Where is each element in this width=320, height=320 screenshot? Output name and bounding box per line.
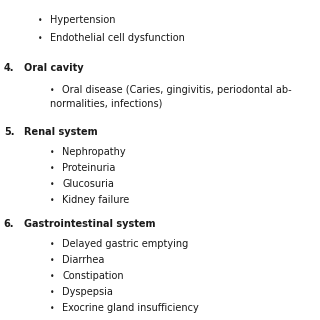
Text: Nephropathy: Nephropathy [62, 147, 126, 157]
Text: Exocrine gland insufficiency: Exocrine gland insufficiency [62, 303, 199, 313]
Text: Diarrhea: Diarrhea [62, 255, 105, 265]
Text: •: • [50, 304, 54, 313]
Text: •: • [38, 34, 42, 43]
Text: •: • [38, 16, 42, 25]
Text: Glucosuria: Glucosuria [62, 179, 114, 189]
Text: •: • [50, 164, 54, 173]
Text: Constipation: Constipation [62, 271, 124, 281]
Text: •: • [50, 240, 54, 249]
Text: Hypertension: Hypertension [50, 15, 115, 25]
Text: Delayed gastric emptying: Delayed gastric emptying [62, 239, 189, 249]
Text: •: • [50, 148, 54, 157]
Text: Endothelial cell dysfunction: Endothelial cell dysfunction [50, 33, 184, 43]
Text: 4.: 4. [4, 63, 14, 73]
Text: 6.: 6. [4, 219, 14, 229]
Text: Proteinuria: Proteinuria [62, 163, 116, 173]
Text: 5.: 5. [4, 127, 14, 137]
Text: Oral disease (Caries, gingivitis, periodontal ab-: Oral disease (Caries, gingivitis, period… [62, 85, 292, 95]
Text: normalities, infections): normalities, infections) [50, 98, 162, 108]
Text: •: • [50, 256, 54, 265]
Text: •: • [50, 272, 54, 281]
Text: •: • [50, 180, 54, 189]
Text: Oral cavity: Oral cavity [24, 63, 84, 73]
Text: •: • [50, 196, 54, 205]
Text: Kidney failure: Kidney failure [62, 195, 130, 205]
Text: •: • [50, 288, 54, 297]
Text: Gastrointestinal system: Gastrointestinal system [24, 219, 156, 229]
Text: Renal system: Renal system [24, 127, 98, 137]
Text: •: • [50, 86, 54, 95]
Text: Dyspepsia: Dyspepsia [62, 287, 113, 297]
